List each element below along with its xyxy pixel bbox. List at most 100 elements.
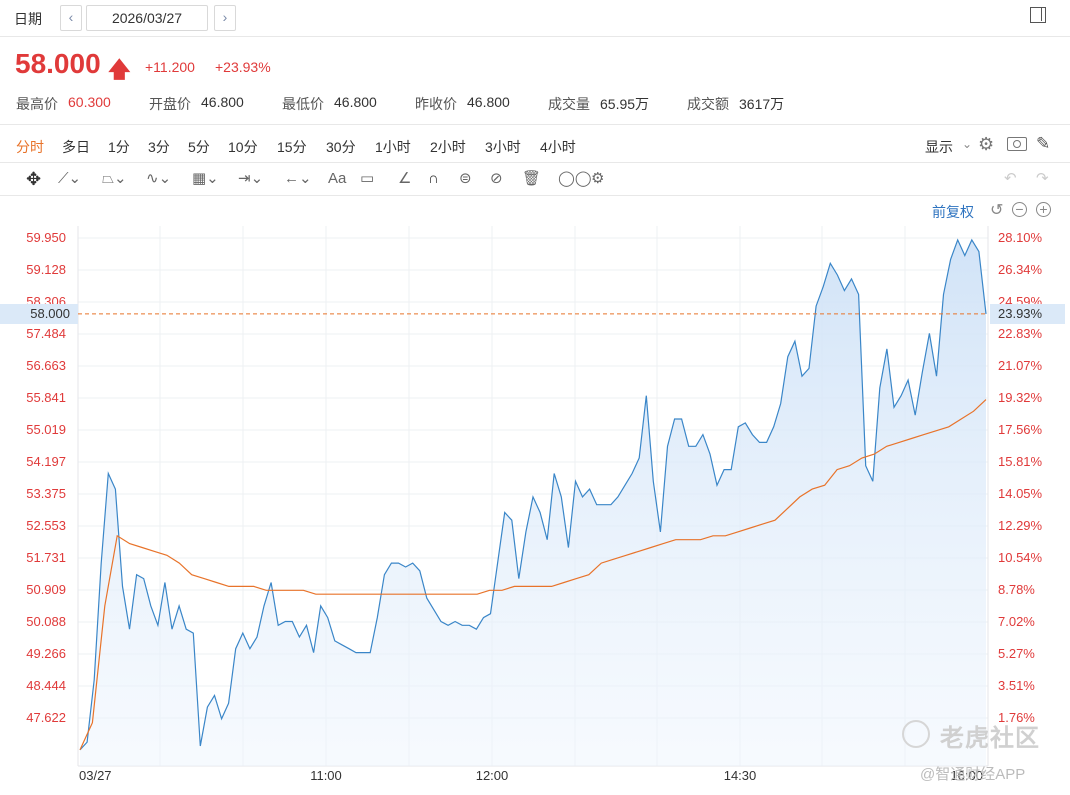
y-tick-label-left: 50.909 xyxy=(26,582,66,597)
current-price-axis-label: 58.000 xyxy=(30,306,70,321)
wave-tool-icon[interactable]: ∿⌄ xyxy=(146,170,172,187)
current-price-tag xyxy=(0,304,78,324)
price-series-line xyxy=(79,238,987,751)
reset-icon[interactable]: ↺ xyxy=(990,202,1004,219)
price-area xyxy=(80,239,986,766)
zoom-out-icon[interactable]: − xyxy=(1012,202,1027,217)
low-label: 最低价 xyxy=(282,96,324,112)
arrow-tool-icon[interactable]: ←⌄ xyxy=(284,170,312,187)
y-tick-label-right: 10.54% xyxy=(998,550,1043,565)
y-tick-label-right: 7.02% xyxy=(998,614,1035,629)
zoom-in-icon[interactable]: + xyxy=(1036,202,1051,217)
prev-date-button[interactable]: ‹ xyxy=(60,5,82,31)
low-value: 46.800 xyxy=(334,94,377,110)
prev-close-value: 46.800 xyxy=(467,94,510,110)
y-tick-label-left: 50.088 xyxy=(26,614,66,629)
sidebar-toggle-icon[interactable] xyxy=(1030,7,1046,23)
y-tick-label-left: 48.444 xyxy=(26,678,66,693)
display-dropdown[interactable]: 显示 xyxy=(925,139,953,155)
y-tick-label-left: 55.019 xyxy=(26,422,66,437)
price-change: +11.200 xyxy=(145,59,195,75)
y-tick-label-right: 3.51% xyxy=(998,678,1035,693)
tab-1min[interactable]: 1分 xyxy=(108,139,130,155)
adjust-button[interactable]: 前复权 xyxy=(932,204,974,220)
turnover-label: 成交额 xyxy=(687,96,729,112)
settings-icon[interactable]: ⚙ xyxy=(591,170,605,187)
tab-intraday[interactable]: 分时 xyxy=(16,139,44,155)
y-tick-label-left: 57.484 xyxy=(26,326,66,341)
next-date-button[interactable]: › xyxy=(214,5,236,31)
divider xyxy=(0,36,1070,37)
lock-icon[interactable]: ⊜ xyxy=(459,170,472,187)
open-label: 开盘价 xyxy=(149,96,191,112)
y-tick-label-left: 59.950 xyxy=(26,230,66,245)
y-tick-label-right: 22.83% xyxy=(998,326,1043,341)
watermark-sub: @智通财经APP xyxy=(920,766,1026,783)
y-tick-label-right: 26.34% xyxy=(998,262,1043,277)
compare-icon[interactable]: ◯◯ xyxy=(558,170,592,187)
x-tick-label: 11:00 xyxy=(310,768,342,783)
measure-tool-icon[interactable]: ⇥⌄ xyxy=(238,170,264,187)
y-tick-label-left: 52.553 xyxy=(26,518,66,533)
y-tick-label-left: 51.731 xyxy=(26,550,66,565)
y-tick-label-right: 1.76% xyxy=(998,710,1035,725)
intraday-chart[interactable]: 59.950 28.10%59.128 26.34%58.306 24.59%57.4… xyxy=(0,220,1070,795)
price-change-pct: +23.93% xyxy=(215,59,271,75)
camera-icon[interactable] xyxy=(1007,137,1027,151)
fib-tool-icon[interactable]: ▦⌄ xyxy=(192,170,219,187)
channel-tool-icon[interactable]: ⏢⌄ xyxy=(102,170,127,187)
magnet-icon[interactable]: ∩ xyxy=(428,170,439,187)
divider xyxy=(0,162,1070,163)
high-label: 最高价 xyxy=(16,96,58,112)
volume-value: 65.95万 xyxy=(600,96,650,112)
y-tick-label-left: 56.663 xyxy=(26,358,66,373)
hide-icon[interactable]: ⊘ xyxy=(490,170,503,187)
prev-close-label: 昨收价 xyxy=(415,96,457,112)
y-tick-label-left: 54.197 xyxy=(26,454,66,469)
date-input[interactable]: 2026/03/27 xyxy=(86,5,208,31)
line-tool-icon[interactable]: ⟋⌄ xyxy=(58,170,82,187)
trash-icon[interactable]: 🗑 xyxy=(522,170,542,187)
x-tick-label: 03/27 xyxy=(79,768,112,783)
tab-30min[interactable]: 30分 xyxy=(326,139,356,155)
high-value: 60.300 xyxy=(68,94,111,110)
y-tick-label-left: 49.266 xyxy=(26,646,66,661)
tab-3hour[interactable]: 3小时 xyxy=(485,139,521,155)
tab-1hour[interactable]: 1小时 xyxy=(375,139,411,155)
x-tick-label: 14:30 xyxy=(724,768,757,783)
y-tick-label-right: 5.27% xyxy=(998,646,1035,661)
text-tool-icon[interactable]: Aa xyxy=(328,170,347,187)
undo-icon[interactable]: ↶ xyxy=(1004,170,1017,187)
tab-3min[interactable]: 3分 xyxy=(148,139,170,155)
tab-15min[interactable]: 15分 xyxy=(277,139,307,155)
tab-4hour[interactable]: 4小时 xyxy=(540,139,576,155)
redo-icon[interactable]: ↷ xyxy=(1036,170,1049,187)
watermark-brand: 老虎社区 xyxy=(940,725,1040,752)
volume-label: 成交量 xyxy=(548,96,590,112)
x-tick-label: 12:00 xyxy=(476,768,509,783)
move-icon[interactable]: ✥ xyxy=(26,169,42,189)
gear-icon[interactable]: ⚙ xyxy=(978,134,995,154)
tab-10min[interactable]: 10分 xyxy=(228,139,258,155)
tab-multi-day[interactable]: 多日 xyxy=(62,139,90,155)
pencil-icon[interactable]: ✎ xyxy=(1036,134,1051,153)
date-label: 日期 xyxy=(14,11,42,27)
turnover-value: 3617万 xyxy=(739,96,785,112)
y-tick-label-left: 47.622 xyxy=(26,710,66,725)
y-tick-label-right: 19.32% xyxy=(998,390,1043,405)
tab-5min[interactable]: 5分 xyxy=(188,139,210,155)
comment-icon[interactable]: ▭ xyxy=(360,170,375,187)
y-tick-label-right: 8.78% xyxy=(998,582,1035,597)
y-tick-label-right: 14.05% xyxy=(998,486,1043,501)
up-arrow-icon: 🡅 xyxy=(108,57,131,82)
y-tick-label-left: 55.841 xyxy=(26,390,66,405)
current-pct-tag xyxy=(990,304,1065,324)
current-price: 58.000 xyxy=(15,48,101,79)
chevron-down-icon[interactable]: ⌄ xyxy=(962,137,973,151)
y-tick-label-left: 53.375 xyxy=(26,486,66,501)
y-tick-label-right: 28.10% xyxy=(998,230,1043,245)
tab-2hour[interactable]: 2小时 xyxy=(430,139,466,155)
ruler-icon[interactable]: ∠ xyxy=(398,170,412,187)
x-tick-label: 16:00 xyxy=(950,768,983,783)
current-pct-axis-label: 23.93% xyxy=(998,306,1043,321)
